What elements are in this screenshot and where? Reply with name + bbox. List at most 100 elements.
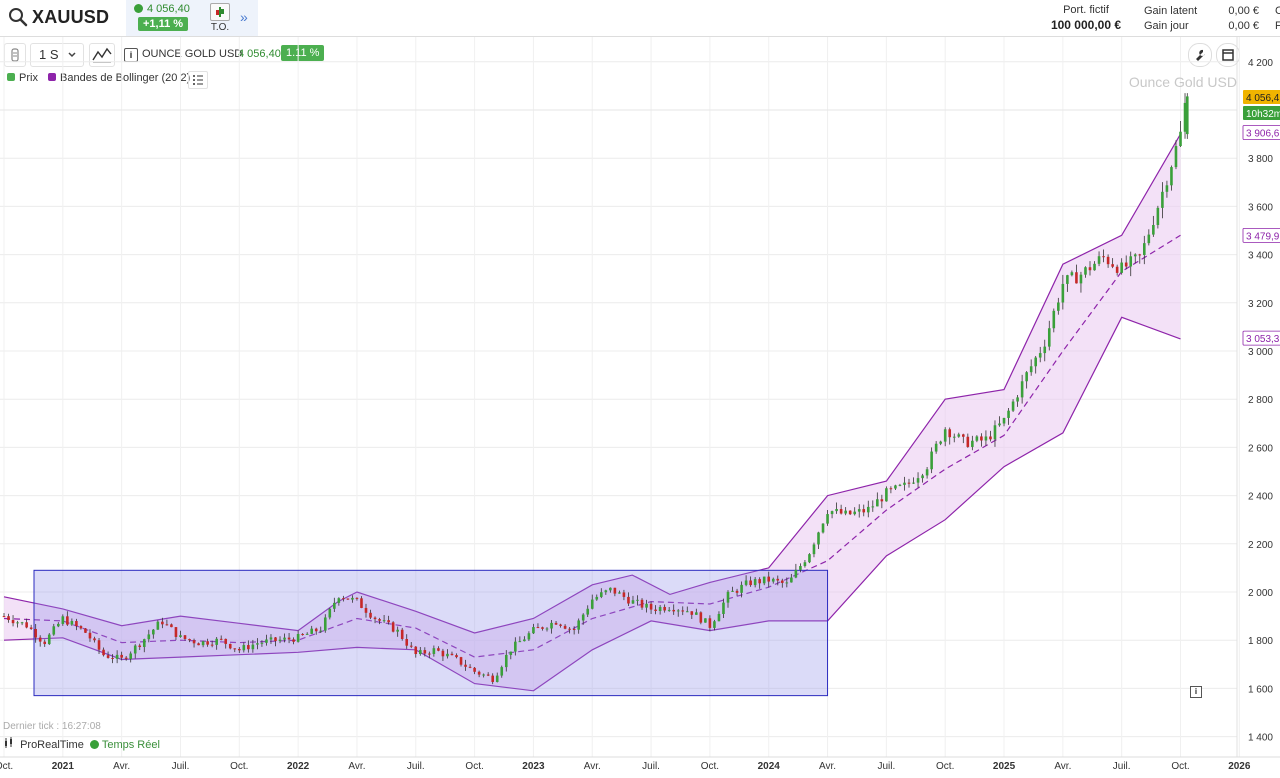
header-change-badge: +1,11 %: [138, 17, 189, 31]
candle-down: [640, 599, 644, 608]
candle-up: [844, 510, 847, 514]
candle-up: [396, 629, 399, 632]
candle-down: [314, 628, 318, 632]
candle-up: [1183, 102, 1187, 132]
candle-up: [943, 429, 947, 442]
candle-up: [1097, 256, 1101, 264]
x-tick-label: 2022: [287, 761, 310, 772]
candle-up: [971, 440, 974, 447]
candle-up: [916, 478, 920, 483]
candle-up: [704, 618, 707, 623]
x-tick-label: Juil.: [877, 761, 895, 772]
candle-down: [572, 629, 576, 631]
candle-down: [274, 637, 277, 642]
legend-list-icon[interactable]: [188, 71, 208, 89]
candle-up: [1043, 346, 1047, 354]
candle-up: [1052, 310, 1056, 329]
candle-up: [586, 608, 590, 615]
candle-down: [907, 482, 911, 484]
chart-info-icon[interactable]: i: [1190, 686, 1202, 698]
candle-up: [577, 620, 580, 630]
candle-up: [957, 434, 961, 437]
candle-down: [563, 625, 567, 629]
candle-up: [296, 634, 300, 642]
candle-down: [7, 616, 10, 621]
candle-down: [414, 646, 418, 655]
candle-down: [649, 603, 653, 610]
bollinger-upper-line: [3, 133, 1182, 634]
candle-up: [590, 599, 594, 609]
candle-up: [70, 621, 74, 625]
candle-down: [862, 509, 866, 513]
candle-up: [794, 569, 798, 578]
candle-up: [1047, 328, 1051, 347]
candle-up: [722, 602, 725, 614]
candle-down: [989, 436, 992, 440]
candle-up: [147, 634, 151, 640]
candle-down: [238, 648, 241, 651]
candle-up: [934, 443, 938, 452]
candle-down: [464, 664, 467, 667]
live-dot-icon: [134, 4, 143, 13]
x-tick-label: Oct.: [936, 761, 954, 772]
candle-up: [595, 596, 599, 600]
to-button[interactable]: T.O.: [208, 3, 232, 33]
candle-down: [360, 598, 363, 608]
candle-down: [848, 510, 852, 515]
x-tick-label: Juil.: [172, 761, 190, 772]
x-tick-label: Oct.: [1171, 761, 1189, 772]
candle-up: [658, 606, 662, 611]
candle-up: [667, 609, 671, 611]
candle-down: [708, 618, 712, 628]
drag-handle[interactable]: [4, 43, 26, 67]
legend-item-price[interactable]: Prix: [7, 72, 38, 88]
candle-down: [34, 628, 37, 638]
candle-up: [523, 639, 526, 642]
candle-up: [821, 523, 825, 533]
candle-up: [993, 425, 997, 440]
price-swatch-icon: [7, 73, 15, 81]
symbol-title[interactable]: XAUUSD: [32, 7, 110, 27]
legend-item-bollinger[interactable]: Bandes de Bollinger (20 2): [48, 72, 190, 88]
candle-up: [857, 509, 861, 512]
window-icon[interactable]: [1216, 43, 1240, 67]
candle-down: [473, 667, 476, 672]
y-tick-label: 3 400: [1248, 251, 1273, 262]
price-label-box: [1242, 227, 1280, 243]
timeframe-select[interactable]: 1 S: [30, 43, 84, 67]
candle-down: [111, 657, 114, 659]
y-tick-label: 2 800: [1248, 395, 1273, 406]
search-icon[interactable]: [8, 6, 28, 28]
candle-up: [115, 654, 119, 659]
candle-up: [609, 587, 612, 591]
candle-down: [681, 610, 685, 612]
x-tick-label: Oct.: [230, 761, 248, 772]
candle-up: [504, 654, 508, 668]
candle-down: [287, 637, 291, 640]
candle-down: [1102, 256, 1105, 258]
wrench-icon[interactable]: [1188, 43, 1212, 67]
candle-up: [939, 441, 942, 444]
instrument-change-badge: 1.11 %: [281, 45, 325, 61]
y-tick-label: 3 000: [1248, 347, 1273, 358]
candle-up: [509, 651, 513, 655]
candle-down: [781, 580, 784, 583]
candle-up: [1129, 256, 1133, 267]
candle-down: [138, 645, 142, 647]
price-chart[interactable]: 1 400 1 600 1 800 2 000 2 200 2 400 2 600 2 800…: [0, 37, 1280, 778]
candle-down: [622, 592, 626, 597]
candle-down: [1075, 272, 1078, 284]
y-tick-label: 3 800: [1248, 154, 1273, 165]
candles: [2, 93, 1189, 685]
candle-down: [486, 674, 490, 676]
chart-title: Ounce Gold USD: [1129, 74, 1237, 90]
candle-down: [120, 654, 123, 658]
candle-down: [735, 590, 739, 593]
candle-up: [1034, 357, 1037, 367]
candle-down: [84, 628, 87, 633]
expand-chevron-icon[interactable]: »: [240, 9, 248, 25]
candle-down: [88, 632, 92, 639]
candle-down: [1115, 266, 1119, 273]
candle-down: [450, 653, 454, 656]
candle-up: [129, 653, 132, 659]
